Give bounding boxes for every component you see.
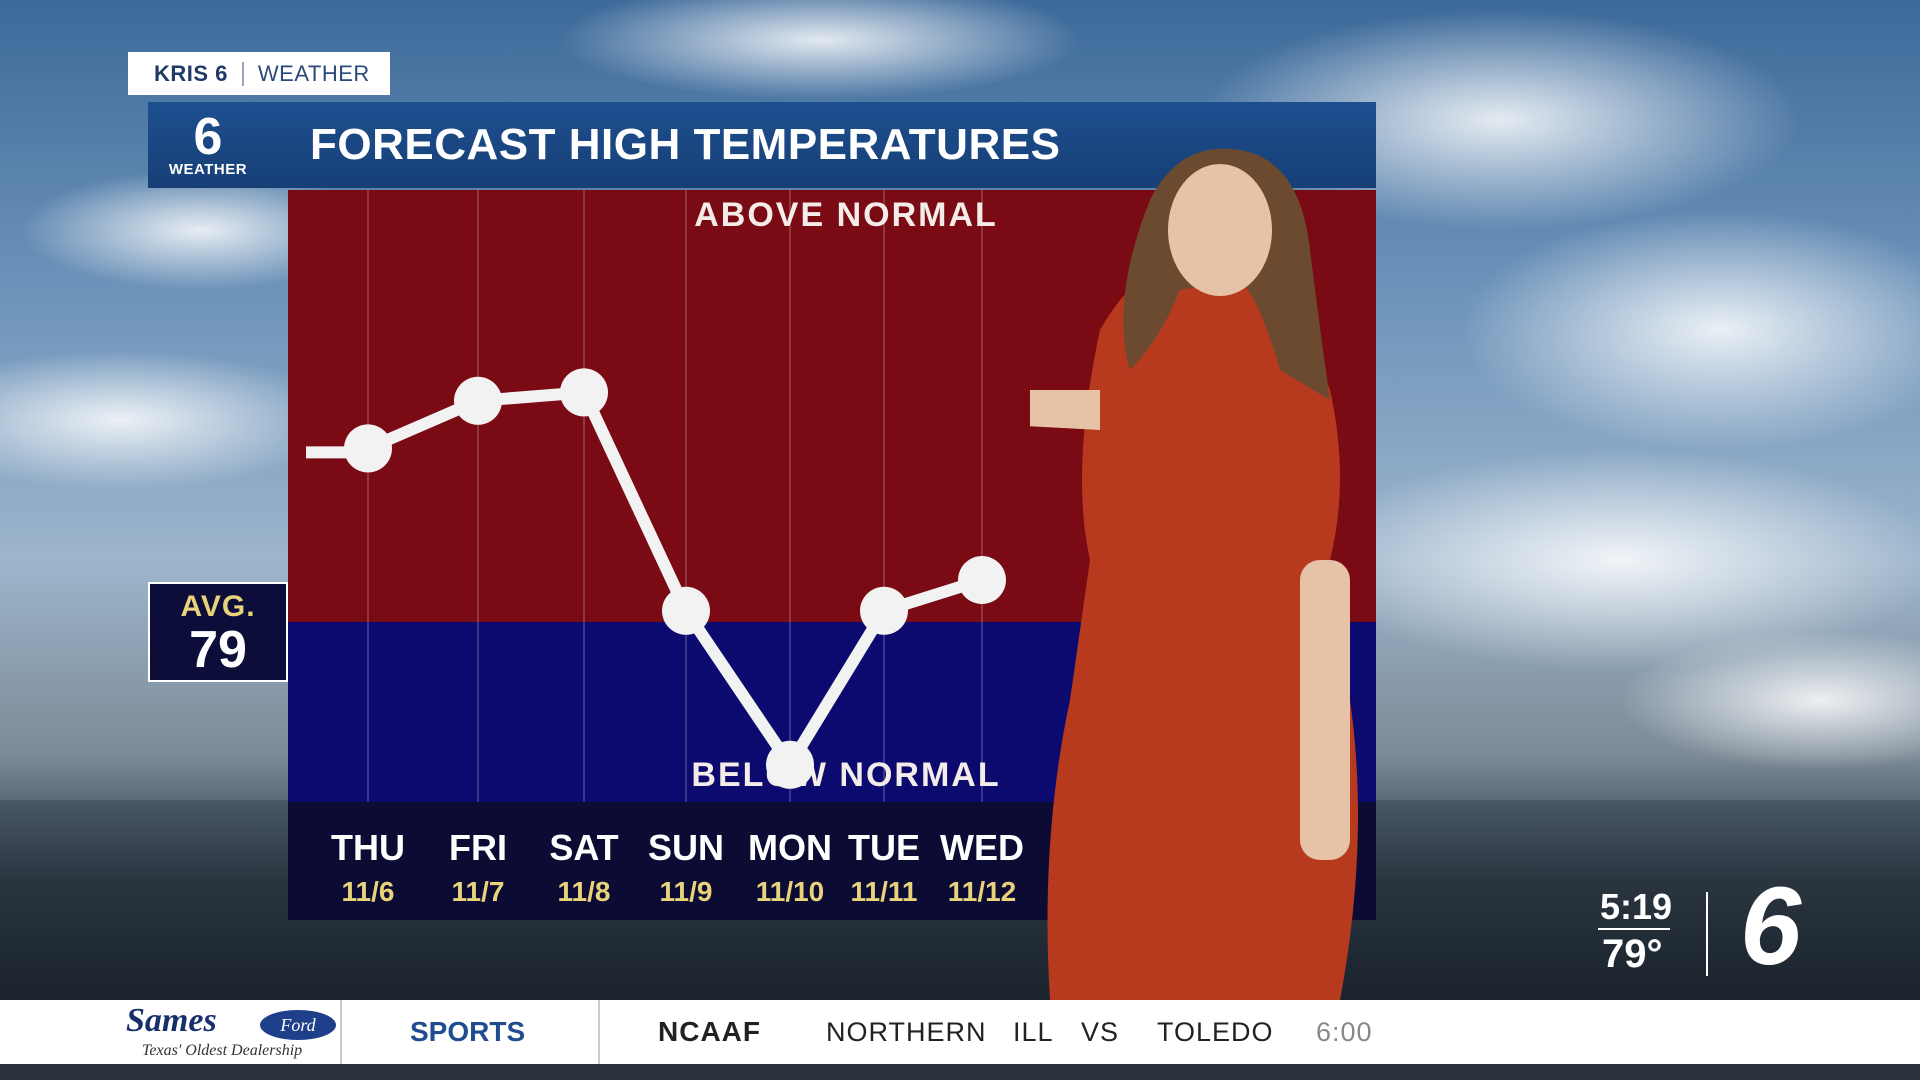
temperature-point-wed xyxy=(958,556,1006,604)
ticker-time: 6:00 xyxy=(1316,1017,1373,1047)
logo-number: 6 xyxy=(193,107,223,166)
below-normal-label: BELOW NORMAL xyxy=(691,756,1000,794)
date-label: 11/12 xyxy=(948,876,1017,907)
nbc-6-logo: 6 xyxy=(1740,865,1802,988)
ticker-item: VS xyxy=(1081,1017,1120,1047)
day-label: SAT xyxy=(549,827,618,868)
bug-divider xyxy=(1706,892,1708,976)
ticker-section: SPORTS xyxy=(410,1016,526,1047)
bug-underline xyxy=(1598,928,1670,930)
station-brand-tab: KRIS 6 WEATHER xyxy=(128,52,390,95)
date-label: 11/9 xyxy=(660,876,713,907)
page-title: FORECAST HIGH TEMPERATURES xyxy=(310,120,1061,169)
brand-divider xyxy=(241,61,244,86)
current-temp: 79° xyxy=(1602,932,1663,976)
above-normal-label: ABOVE NORMAL xyxy=(694,196,998,234)
ticker-item: NORTHERN xyxy=(826,1017,987,1047)
logo-caption: WEATHER xyxy=(168,160,248,178)
ticker-item: ILL xyxy=(1013,1017,1054,1047)
day-label: THU xyxy=(331,827,405,868)
sponsor-name: Sames xyxy=(126,1002,217,1039)
station-bug: 5:19 79° 6 xyxy=(1590,872,1850,990)
temperature-point-sat xyxy=(560,368,608,417)
date-label: 11/8 xyxy=(558,876,611,907)
ticker-league: NCAAF xyxy=(658,1016,761,1047)
sponsor-logo: Sames Ford Texas' Oldest Dealership xyxy=(120,1000,342,1064)
ford-badge-icon: Ford xyxy=(260,1010,336,1040)
clock-time: 5:19 xyxy=(1600,886,1673,927)
average-label: AVG. xyxy=(180,590,256,623)
ticker-item: TOLEDO xyxy=(1157,1017,1274,1047)
temperature-series xyxy=(306,368,1006,789)
day-axis-labels: THU 11/6 FRI 11/7 SAT 11/8 SUN 11/9 MON 11/10 TUE 1… xyxy=(331,827,1024,907)
date-label: 11/6 xyxy=(342,876,395,907)
sponsor-tagline: Texas' Oldest Dealership xyxy=(142,1042,303,1059)
day-label: TUE xyxy=(848,827,920,868)
weather-logo: 6 WEATHER xyxy=(148,102,268,188)
day-label: SUN xyxy=(648,827,724,868)
temperature-point-sun xyxy=(662,586,710,635)
day-gridlines xyxy=(367,190,983,802)
presenter-figure xyxy=(1030,148,1358,1000)
temperature-point-thu xyxy=(344,424,392,473)
average-value: 79 xyxy=(189,621,247,679)
temperature-point-tue xyxy=(860,586,908,635)
average-box: AVG. 79 xyxy=(148,582,288,682)
brand-section: WEATHER xyxy=(257,60,370,86)
day-label: MON xyxy=(748,827,832,868)
date-label: 11/7 xyxy=(452,876,505,907)
date-label: 11/10 xyxy=(756,876,825,907)
temperature-point-mon xyxy=(766,740,814,789)
ticker-divider xyxy=(598,1000,600,1064)
day-label: FRI xyxy=(449,827,507,868)
date-label: 11/11 xyxy=(851,876,918,907)
news-ticker: Sames Ford Texas' Oldest Dealership SPOR… xyxy=(0,1000,1920,1064)
day-label: WED xyxy=(940,827,1024,868)
ticker-base xyxy=(0,1064,1920,1080)
station-name: KRIS 6 xyxy=(154,60,228,86)
temperature-point-fri xyxy=(454,376,502,425)
